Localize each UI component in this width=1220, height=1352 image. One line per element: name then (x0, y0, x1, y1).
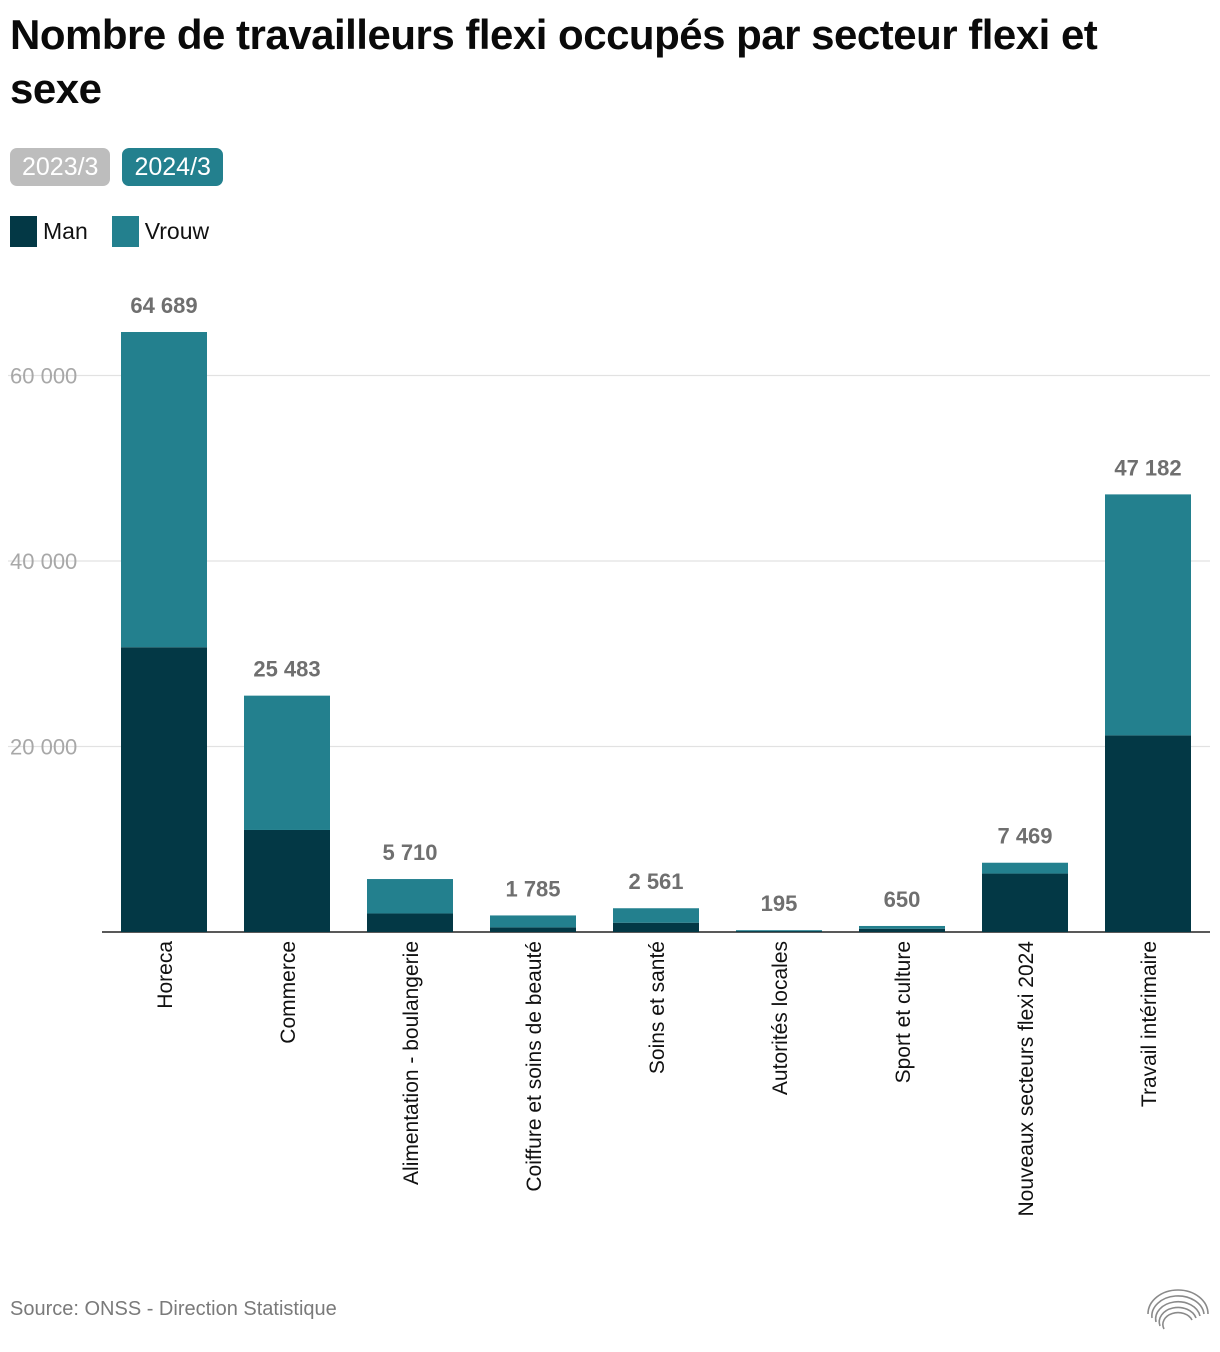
period-tabs: 2023/3 2024/3 (10, 148, 223, 186)
x-tick-label: Coiffure et soins de beauté (523, 941, 546, 1192)
legend-label-man: Man (43, 218, 88, 244)
x-tick-label: Autorités locales (769, 941, 792, 1095)
total-label: 25 483 (253, 657, 320, 682)
bar-segment-vrouw[interactable] (859, 925, 945, 929)
bar-segment-man[interactable] (859, 928, 945, 932)
total-labels: 64 689 25 483 5 710 1 785 2 561 195 650 7 469 47… (130, 293, 1181, 916)
x-tick-label: Commerce (277, 941, 300, 1044)
total-label: 64 689 (130, 293, 197, 318)
bar-segment-vrouw[interactable] (367, 879, 453, 914)
bar-segment-man[interactable] (1105, 735, 1191, 932)
total-label: 5 710 (382, 840, 437, 865)
total-label: 47 182 (1114, 455, 1181, 480)
bar-segment-man[interactable] (982, 873, 1068, 932)
concentric-arcs-logo-icon (1147, 1289, 1209, 1330)
bar-segment-vrouw[interactable] (736, 930, 822, 932)
legend-swatch-man (10, 216, 37, 247)
y-axis-ticks: 20 000 40 000 60 000 (10, 364, 77, 760)
y-tick-label: 20 000 (10, 735, 77, 760)
bar-segment-vrouw[interactable] (121, 332, 207, 648)
bar-segment-man[interactable] (121, 647, 207, 932)
total-label: 650 (884, 887, 921, 912)
bar-segment-vrouw[interactable] (1105, 494, 1191, 736)
legend-label-vrouw: Vrouw (144, 218, 210, 244)
bar-segment-vrouw[interactable] (490, 915, 576, 928)
tab-2024-3[interactable]: 2024/3 (122, 148, 223, 186)
bar-segment-vrouw[interactable] (982, 862, 1068, 874)
total-label: 7 469 (997, 824, 1052, 849)
legend: Man Vrouw (10, 216, 233, 247)
legend-item-vrouw[interactable]: Vrouw (111, 216, 210, 247)
bar-segment-man[interactable] (490, 927, 576, 932)
total-label: 2 561 (628, 869, 683, 894)
y-tick-label: 60 000 (10, 364, 77, 389)
tab-2023-3[interactable]: 2023/3 (10, 148, 111, 186)
chart-title: Nombre de travailleurs flexi occupés par… (10, 11, 1098, 112)
legend-swatch-vrouw (111, 216, 139, 247)
x-tick-label: Soins et santé (646, 941, 669, 1074)
bar-segment-man[interactable] (244, 829, 330, 932)
y-tick-label: 40 000 (10, 549, 77, 574)
bar-segment-vrouw[interactable] (244, 695, 330, 830)
stacked-bar-chart: 20 000 40 000 60 000 64 689 25 483 5 710 1 78… (8, 293, 1210, 1217)
source-note: Source: ONSS - Direction Statistique (10, 1298, 337, 1320)
x-tick-label: Travail intérimaire (1138, 941, 1161, 1107)
bar-segment-vrouw[interactable] (613, 908, 699, 923)
bar-segment-man[interactable] (613, 922, 699, 932)
x-tick-label: Nouveaux secteurs flexi 2024 (1015, 941, 1038, 1217)
x-tick-label: Alimentation - boulangerie (400, 941, 423, 1185)
total-label: 1 785 (505, 876, 560, 901)
legend-item-man[interactable]: Man (10, 216, 88, 247)
bars (121, 332, 1191, 932)
bar-segment-man[interactable] (367, 913, 453, 932)
x-axis-labels: Horeca Commerce Alimentation - boulangerie… (154, 941, 1161, 1217)
total-label: 195 (761, 891, 798, 916)
x-tick-label: Horeca (154, 941, 177, 1009)
bar-segment-man[interactable] (736, 931, 822, 932)
x-tick-label: Sport et culture (892, 941, 915, 1083)
